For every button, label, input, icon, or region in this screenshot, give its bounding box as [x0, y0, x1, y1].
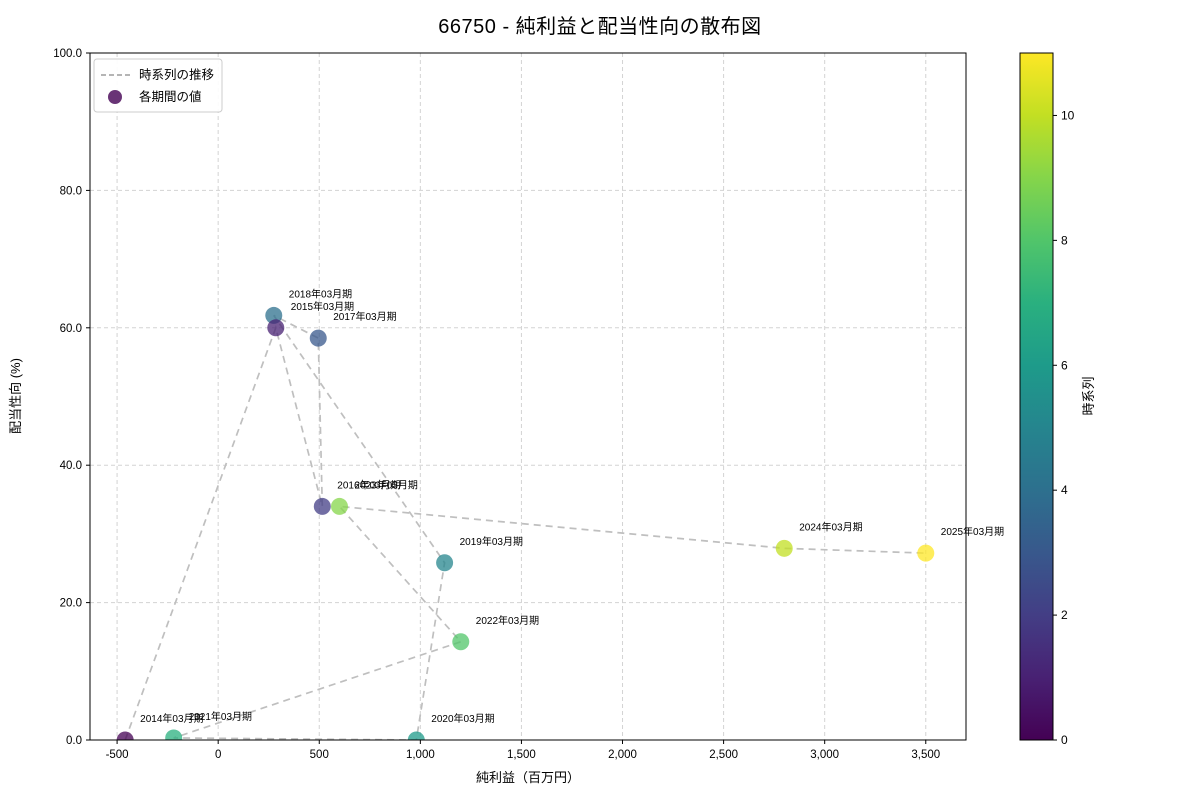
- x-tick-label: 500: [310, 749, 329, 761]
- x-tick-label: 1,500: [507, 749, 536, 761]
- x-tick-label: 2,500: [709, 749, 738, 761]
- x-tick-label: 2,000: [608, 749, 637, 761]
- y-tick-label: 60.0: [60, 323, 82, 335]
- y-axis-label: 配当性向 (%): [8, 358, 23, 434]
- data-point: [407, 731, 425, 740]
- y-tick-label: 80.0: [60, 185, 82, 197]
- point-annotation: 2023年03月期: [354, 478, 417, 491]
- data-point: [267, 319, 285, 337]
- data-points: [116, 306, 935, 740]
- colorbar-tick-label: 6: [1061, 358, 1068, 372]
- legend: 時系列の推移 各期間の値: [93, 58, 223, 113]
- colorbar: 0 2 4 6 8 10: [1019, 52, 1075, 747]
- point-annotation: 2025年03月期: [941, 525, 1004, 538]
- colorbar-tick-label: 10: [1061, 108, 1075, 122]
- legend-line-label: 時系列の推移: [139, 68, 214, 82]
- data-point: [436, 554, 454, 572]
- plot-frame: [89, 52, 967, 741]
- data-point: [309, 329, 327, 347]
- x-axis-label: 純利益（百万円）: [476, 770, 580, 785]
- point-annotation: 2019年03月期: [460, 535, 523, 548]
- x-tick-label: 1,000: [406, 749, 435, 761]
- gridlines: [90, 52, 966, 741]
- colorbar-tick-label: 0: [1061, 733, 1068, 747]
- data-point: [330, 497, 348, 515]
- data-point: [452, 633, 470, 651]
- data-point: [165, 729, 183, 740]
- colorbar-tick-label: 2: [1061, 608, 1068, 622]
- data-point: [917, 544, 935, 562]
- timeseries-path: [124, 314, 926, 740]
- y-tick-label: 20.0: [60, 598, 82, 610]
- y-tick-label: 100.0: [53, 48, 82, 60]
- colorbar-frame: [1019, 52, 1054, 741]
- point-annotation: 2014年03月期: [140, 712, 203, 725]
- x-tick-label: 3,500: [911, 749, 940, 761]
- y-tick-label: 40.0: [60, 460, 82, 472]
- colorbar-gradient: [1020, 53, 1053, 740]
- point-annotation: 2021年03月期: [189, 710, 252, 723]
- data-point: [775, 539, 793, 557]
- chart-title: 66750 - 純利益と配当性向の散布図: [438, 16, 762, 38]
- point-annotation: 2024年03月期: [799, 520, 862, 533]
- point-annotation: 2018年03月期: [289, 287, 352, 300]
- legend-box: [93, 58, 223, 113]
- x-tick-label: 3,000: [810, 749, 839, 761]
- x-tick-label: -500: [106, 749, 129, 761]
- x-tick-label: 0: [215, 749, 221, 761]
- series-layer: 2014年03月期 2015年03月期 2016年03月期 2017年03月期 2018…: [116, 287, 1004, 740]
- axes-layer: -500 0 500 1,000 1,500 2,000 2,500 3,000 3,500 0.…: [53, 48, 967, 761]
- data-point: [313, 497, 331, 515]
- point-annotation: 2022年03月期: [476, 614, 539, 627]
- y-tick-label: 0.0: [66, 735, 82, 747]
- point-annotation: 2017年03月期: [333, 310, 396, 323]
- legend-dot-label: 各期間の値: [139, 89, 202, 104]
- point-annotation: 2015年03月期: [291, 300, 354, 313]
- point-annotation: 2016年03月期: [337, 478, 400, 491]
- legend-dot-sample: [108, 90, 122, 104]
- colorbar-tick-label: 8: [1061, 233, 1068, 247]
- colorbar-label: 時系列: [1081, 376, 1096, 415]
- point-annotation: 2020年03月期: [431, 712, 494, 725]
- data-point: [116, 731, 134, 740]
- colorbar-tick-label: 4: [1061, 483, 1068, 497]
